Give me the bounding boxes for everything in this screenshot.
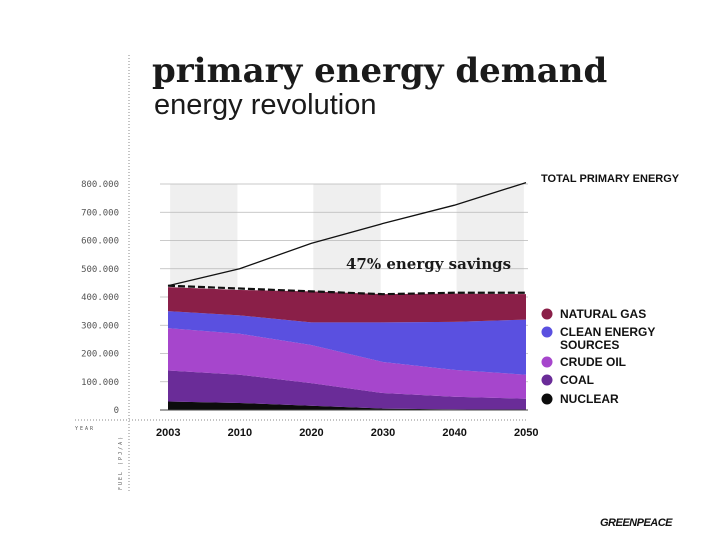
area-nuclear: [168, 401, 526, 410]
legend-entry-coal: COAL: [541, 373, 594, 387]
legend-swatch: [541, 326, 553, 338]
y-tick-label: 0: [114, 406, 119, 416]
x-tick-label: 2050: [514, 427, 538, 439]
x-axis-caption: YEAR: [75, 426, 95, 432]
area-natural-gas: [168, 287, 526, 323]
area-crude-oil: [168, 328, 526, 399]
x-tick-label: 2003: [156, 427, 180, 439]
legend-label-line2: SOURCES: [560, 338, 619, 352]
legend-entry-natural-gas: NATURAL GAS: [541, 307, 646, 321]
legend-swatch: [541, 393, 553, 405]
x-tick-label: 2040: [442, 427, 466, 439]
legend-entry-nuclear: NUCLEAR: [541, 392, 619, 406]
total-primary-energy-line: [167, 181, 527, 287]
area-clean: [168, 311, 526, 375]
y-tick-label: 400.000: [81, 293, 119, 303]
x-tick-labels: 2003 2010 2020 2030 2040 2050: [156, 427, 538, 439]
y-tick-label: 700.000: [81, 208, 119, 218]
x-tick-label: 2020: [299, 427, 323, 439]
legend-label: NATURAL GAS: [560, 307, 646, 321]
legend-label: NUCLEAR: [560, 392, 619, 406]
y-tick-label: 800.000: [81, 180, 119, 190]
y-axis-caption: FUEL (PJ/A): [118, 435, 124, 490]
legend-swatch: [541, 308, 553, 320]
legend-label: CLEAN ENERGY: [560, 325, 655, 339]
area-coal: [168, 370, 526, 410]
greenpeace-logo: GREENPEACE: [600, 517, 673, 529]
y-tick-label: 500.000: [81, 265, 119, 275]
chart-subtitle: energy revolution: [154, 89, 376, 121]
reference-lines: [167, 181, 527, 296]
legend-swatch: [541, 374, 553, 386]
y-tick-label: 300.000: [81, 321, 119, 331]
stacked-areas: [168, 287, 526, 410]
legend-entry-crude-oil: CRUDE OIL: [541, 355, 626, 369]
x-tick-label: 2030: [371, 427, 395, 439]
y-tick-label: 200.000: [81, 350, 119, 360]
x-tick-label: 2010: [228, 427, 252, 439]
legend-label: COAL: [560, 373, 594, 387]
legend-swatch: [541, 356, 553, 368]
y-tick-label: 600.000: [81, 237, 119, 247]
y-tick-labels: 0 100.000 200.000 300.000 400.000 500.000 600.…: [81, 180, 119, 416]
legend-label: CRUDE OIL: [560, 355, 626, 369]
y-tick-label: 100.000: [81, 378, 119, 388]
chart-title: primary energy demand: [152, 51, 607, 91]
energy-savings-annotation: 47% energy savings: [346, 255, 511, 273]
total-primary-energy-label: TOTAL PRIMARY ENERGY: [541, 173, 680, 185]
